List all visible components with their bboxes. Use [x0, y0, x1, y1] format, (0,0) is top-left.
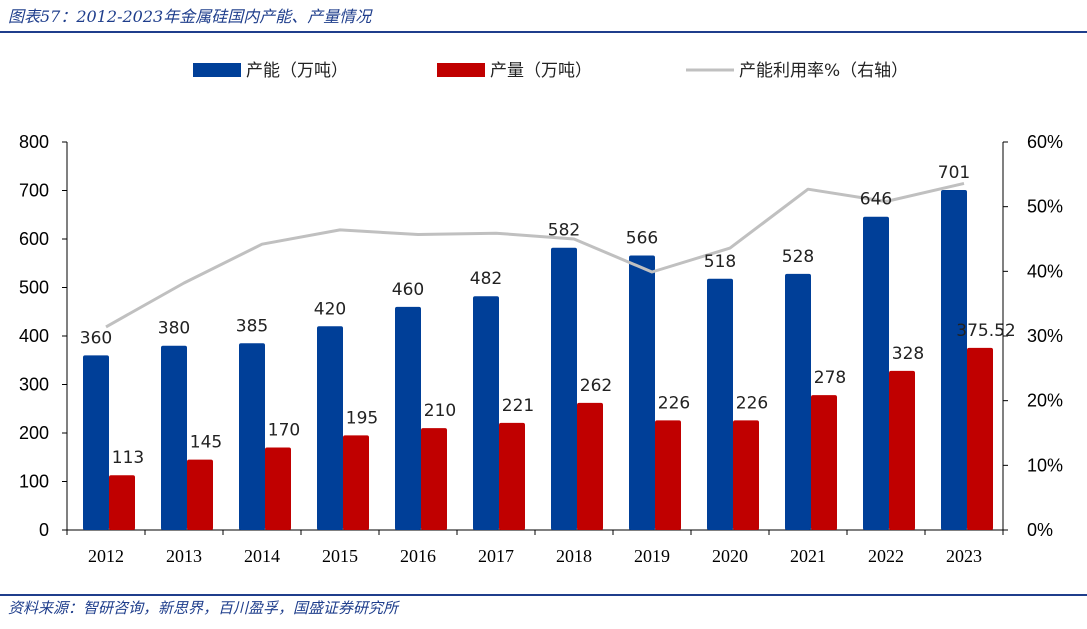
output-bar: [109, 475, 135, 530]
output-bar: [343, 435, 369, 530]
x-tick-label: 2016: [400, 546, 436, 566]
utilization-series-line: [105, 181, 965, 329]
output-value-label: 328: [892, 344, 924, 364]
right-tick-label: 50%: [1027, 197, 1063, 217]
output-value-label: 113: [112, 448, 144, 468]
x-tick-label: 2023: [946, 546, 982, 566]
left-tick-label: 400: [19, 326, 49, 346]
capacity-value-label: 380: [158, 319, 190, 339]
chart-title: 图表57：2012-2023年金属硅国内产能、产量情况: [8, 7, 372, 26]
output-bar: [421, 428, 447, 530]
capacity-value-label: 360: [80, 328, 112, 348]
left-tick-label: 700: [19, 181, 49, 201]
capacity-bar: [161, 345, 187, 530]
output-value-label: 210: [424, 401, 456, 421]
left-tick-label: 100: [19, 472, 49, 492]
legend: 产能（万吨） 产量（万吨） 产能利用率%（右轴）: [193, 61, 908, 81]
right-tick-label: 10%: [1027, 455, 1063, 475]
capacity-bar: [785, 273, 811, 530]
capacity-bar: [473, 296, 499, 530]
capacity-bar: [707, 278, 733, 530]
output-bar: [811, 395, 837, 530]
capacity-value-label: 701: [938, 163, 970, 183]
capacity-bar: [83, 355, 109, 530]
left-tick-label: 800: [19, 132, 49, 152]
right-tick-label: 60%: [1027, 132, 1063, 152]
x-tick-label: 2018: [556, 546, 592, 566]
output-bar: [499, 422, 525, 530]
axes: 0 100 200 300 400 500 600 700 800 0% 10% 20% 30% 40% 5…: [19, 132, 1063, 566]
capacity-value-label: 460: [392, 280, 424, 300]
capacity-value-label: 518: [704, 252, 736, 272]
bars: [83, 190, 993, 531]
capacity-bar: [941, 190, 967, 530]
capacity-bar: [863, 216, 889, 530]
capacity-value-label: 482: [470, 269, 502, 289]
capacity-value-label: 528: [782, 247, 814, 267]
capacity-bar: [395, 306, 421, 530]
capacity-value-label: 385: [236, 316, 268, 336]
x-tick-label: 2014: [244, 546, 280, 566]
right-tick-label: 40%: [1027, 261, 1063, 281]
output-value-label: 195: [346, 408, 378, 428]
output-bar: [733, 420, 759, 530]
capacity-value-label: 582: [548, 221, 580, 241]
left-tick-label: 0: [39, 520, 49, 540]
x-tick-label: 2022: [868, 546, 904, 566]
capacity-bar: [629, 255, 655, 531]
capacity-value-label: 420: [314, 299, 346, 319]
output-value-label: 145: [190, 433, 222, 453]
source-rule: [0, 594, 1087, 596]
data-labels: 360 113 380 145 385 170 420 195 460 210 482 221 582 2…: [80, 163, 1016, 468]
legend-swatch-output: [437, 63, 485, 77]
title-rule: [0, 31, 1087, 33]
x-tick-label: 2020: [712, 546, 748, 566]
output-value-label: 170: [268, 421, 300, 441]
left-tick-label: 200: [19, 423, 49, 443]
output-bar: [967, 347, 993, 530]
x-tick-label: 2013: [166, 546, 202, 566]
output-value-label: 262: [580, 376, 612, 396]
output-bar: [889, 370, 915, 530]
output-bar: [577, 402, 603, 530]
right-tick-label: 30%: [1027, 326, 1063, 346]
utilization-line: [105, 181, 965, 329]
capacity-bar: [551, 247, 577, 531]
right-tick-label: 0%: [1027, 520, 1053, 540]
left-tick-label: 500: [19, 278, 49, 298]
left-tick-label: 600: [19, 229, 49, 249]
output-value-label: 278: [814, 368, 846, 388]
output-bar: [655, 420, 681, 530]
capacity-bar: [317, 326, 343, 530]
left-tick-label: 300: [19, 375, 49, 395]
right-tick-label: 20%: [1027, 391, 1063, 411]
x-tick-label: 2021: [790, 546, 826, 566]
legend-label-capacity: 产能（万吨）: [246, 61, 348, 81]
x-tick-label: 2012: [88, 546, 124, 566]
legend-swatch-capacity: [193, 63, 241, 77]
x-tick-label: 2019: [634, 546, 670, 566]
x-tick-label: 2015: [322, 546, 358, 566]
output-value-label: 226: [736, 393, 768, 413]
x-tick-label: 2017: [478, 546, 514, 566]
output-value-label: 226: [658, 393, 690, 413]
source-note: 资料来源：智研咨询，新思界，百川盈孚，国盛证券研究所: [8, 599, 399, 617]
capacity-bar: [239, 343, 265, 530]
output-bar: [187, 459, 213, 530]
capacity-value-label: 566: [626, 228, 658, 248]
output-bar: [265, 447, 291, 530]
legend-label-output: 产量（万吨）: [490, 61, 592, 81]
output-value-label: 221: [502, 396, 534, 416]
legend-label-utilization: 产能利用率%（右轴）: [739, 61, 908, 81]
output-value-label: 375.52: [956, 321, 1015, 341]
capacity-value-label: 646: [860, 190, 892, 210]
